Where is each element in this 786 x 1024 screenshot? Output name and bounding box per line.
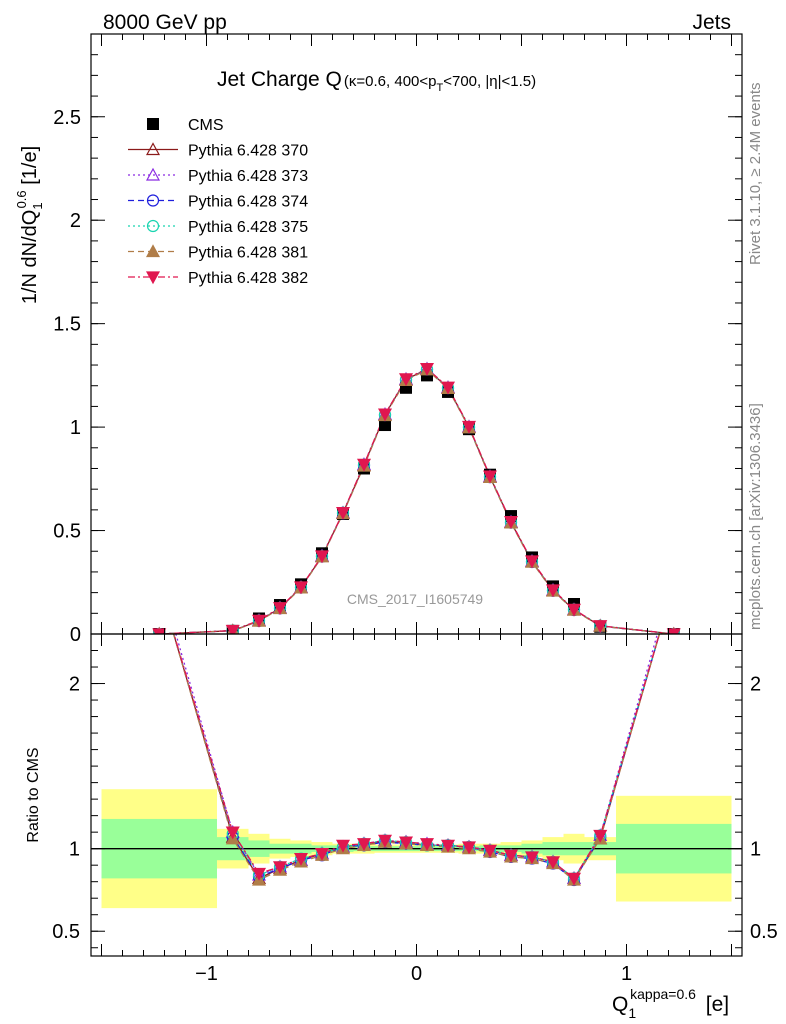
ratio-point-6 bbox=[225, 826, 240, 840]
legend-marker bbox=[145, 244, 161, 258]
ratio-point-3 bbox=[668, 579, 679, 590]
main-point-6 bbox=[666, 628, 681, 634]
watermark: CMS_2017_I1605749 bbox=[347, 591, 483, 607]
main-point-6 bbox=[225, 624, 240, 634]
ratio-point-6 bbox=[356, 838, 372, 851]
ratio-point-2 bbox=[153, 570, 165, 581]
y-tick-label: 2.5 bbox=[53, 107, 81, 129]
ratio-point-6 bbox=[251, 867, 267, 881]
ratio-point-4 bbox=[154, 579, 165, 590]
ratio-point-5 bbox=[668, 578, 680, 589]
x-tick-label: 0 bbox=[411, 963, 422, 985]
y-tick-label: 0.5 bbox=[53, 521, 81, 543]
ratio-point-6 bbox=[668, 579, 680, 590]
legend-label: Pythia 6.428 373 bbox=[188, 168, 308, 185]
rivet-label: Rivet 3.1.10, ≥ 2.4M events bbox=[747, 83, 764, 266]
uncertainty-bands bbox=[91, 789, 742, 909]
chart-title: Jet Charge Q (κ=0.6, 400<pT<700, |η|<1.5) bbox=[217, 68, 536, 94]
y-tick-label: 2 bbox=[70, 210, 81, 232]
ratio-tick-label-left: 0.5 bbox=[52, 921, 80, 943]
legend-label: CMS bbox=[188, 117, 224, 134]
y-tick-label: 1.5 bbox=[53, 314, 81, 336]
ratio-point-4 bbox=[668, 579, 679, 590]
main-series bbox=[152, 361, 681, 634]
main-point-6 bbox=[356, 458, 372, 472]
ratio-point-6 bbox=[153, 579, 165, 590]
cms-point bbox=[379, 419, 391, 432]
x-tick-label: 1 bbox=[621, 963, 632, 985]
header-right: Jets bbox=[692, 11, 731, 34]
ratio-point-6 bbox=[440, 839, 456, 853]
mcplots-label: mcplots.cern.ch [arXiv:1306.3436] bbox=[747, 403, 764, 630]
ratio-tick-label-right: 0.5 bbox=[750, 921, 778, 943]
ratio-point-6 bbox=[461, 841, 477, 855]
legend-label: Pythia 6.428 381 bbox=[188, 245, 308, 262]
x-axis-label: Q1kappa=0.6 [e] bbox=[612, 986, 729, 1021]
y-axis-label: 1/N dN/dQ10.6 [1/e] bbox=[14, 146, 45, 304]
main-point-6 bbox=[398, 373, 414, 387]
main-point-6 bbox=[524, 555, 540, 569]
ratio-point-6 bbox=[377, 834, 393, 848]
legend-label: Pythia 6.428 370 bbox=[188, 143, 308, 160]
legend-marker bbox=[146, 194, 160, 207]
legend-label: Pythia 6.428 375 bbox=[188, 219, 308, 236]
ratio-point-1 bbox=[153, 578, 165, 589]
y-tick-label: 0 bbox=[70, 624, 81, 646]
main-point-6 bbox=[335, 506, 351, 520]
axis-ticks: −1 0 1 0 0.5 1 1.5 2 2.5 0.5 0.5 1 1 2 2 bbox=[52, 34, 778, 985]
main-point-6 bbox=[482, 470, 498, 484]
main-point-6 bbox=[377, 408, 393, 422]
ratio-point-6 bbox=[482, 844, 498, 858]
ratio-tick-label-right: 1 bbox=[750, 839, 761, 861]
main-point-6 bbox=[314, 550, 330, 564]
legend-label: Pythia 6.428 374 bbox=[188, 194, 308, 211]
ratio-tick-label-right: 2 bbox=[750, 674, 761, 696]
ratio-point-1 bbox=[668, 578, 680, 589]
ratio-line-3 bbox=[172, 634, 661, 882]
main-point-6 bbox=[440, 381, 456, 395]
main-point-6 bbox=[272, 602, 288, 615]
main-point-6 bbox=[566, 603, 582, 617]
main-point-6 bbox=[152, 628, 167, 634]
main-point-6 bbox=[419, 362, 435, 376]
ratio-point-6 bbox=[503, 849, 519, 863]
main-point-6 bbox=[545, 584, 561, 598]
legend-label: Pythia 6.428 382 bbox=[188, 270, 308, 287]
ratio-point-6 bbox=[419, 838, 435, 851]
ratio-frame bbox=[90, 633, 743, 957]
ratio-y-label: Ratio to CMS bbox=[25, 747, 42, 842]
ratio-point-3 bbox=[154, 579, 165, 590]
ratio-point-6 bbox=[314, 848, 330, 861]
legend-marker bbox=[146, 219, 160, 233]
legend-marker bbox=[145, 271, 161, 285]
ratio-point-6 bbox=[398, 836, 414, 850]
ratio-point-6 bbox=[545, 856, 561, 870]
main-point-6 bbox=[503, 516, 519, 529]
ratio-point-6 bbox=[524, 851, 540, 865]
legend-marker bbox=[145, 167, 161, 181]
legend-marker bbox=[145, 142, 161, 156]
x-tick-label: −1 bbox=[195, 963, 218, 985]
ratio-point-6 bbox=[593, 829, 608, 843]
y-tick-label: 1 bbox=[70, 417, 81, 439]
main-point-6 bbox=[293, 581, 309, 595]
legend: CMS Pythia 6.428 370 Pythia 6.428 373 Pythi… bbox=[128, 117, 308, 287]
ratio-series bbox=[153, 570, 680, 887]
ratio-tick-label-left: 2 bbox=[69, 674, 80, 696]
ratio-point-2 bbox=[668, 570, 680, 581]
header-left: 8000 GeV pp bbox=[103, 11, 227, 34]
ratio-point-5 bbox=[153, 578, 165, 589]
ratio-point-6 bbox=[293, 852, 309, 866]
legend-marker bbox=[147, 118, 159, 130]
ratio-tick-label-left: 1 bbox=[69, 839, 80, 861]
main-point-6 bbox=[593, 620, 608, 633]
main-point-6 bbox=[461, 420, 477, 434]
ratio-point-6 bbox=[272, 861, 288, 875]
ratio-point-6 bbox=[566, 872, 582, 886]
ratio-point-6 bbox=[335, 839, 351, 853]
main-point-6 bbox=[251, 614, 267, 628]
